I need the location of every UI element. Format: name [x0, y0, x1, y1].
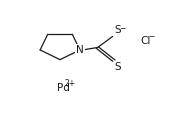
Text: S: S — [115, 62, 121, 72]
Text: Cl: Cl — [141, 36, 151, 46]
Text: N: N — [76, 45, 84, 55]
Text: 2+: 2+ — [65, 79, 76, 88]
Text: Pd: Pd — [57, 83, 70, 93]
Text: −: − — [119, 24, 125, 33]
Text: −: − — [149, 32, 155, 41]
Text: S: S — [115, 25, 121, 35]
